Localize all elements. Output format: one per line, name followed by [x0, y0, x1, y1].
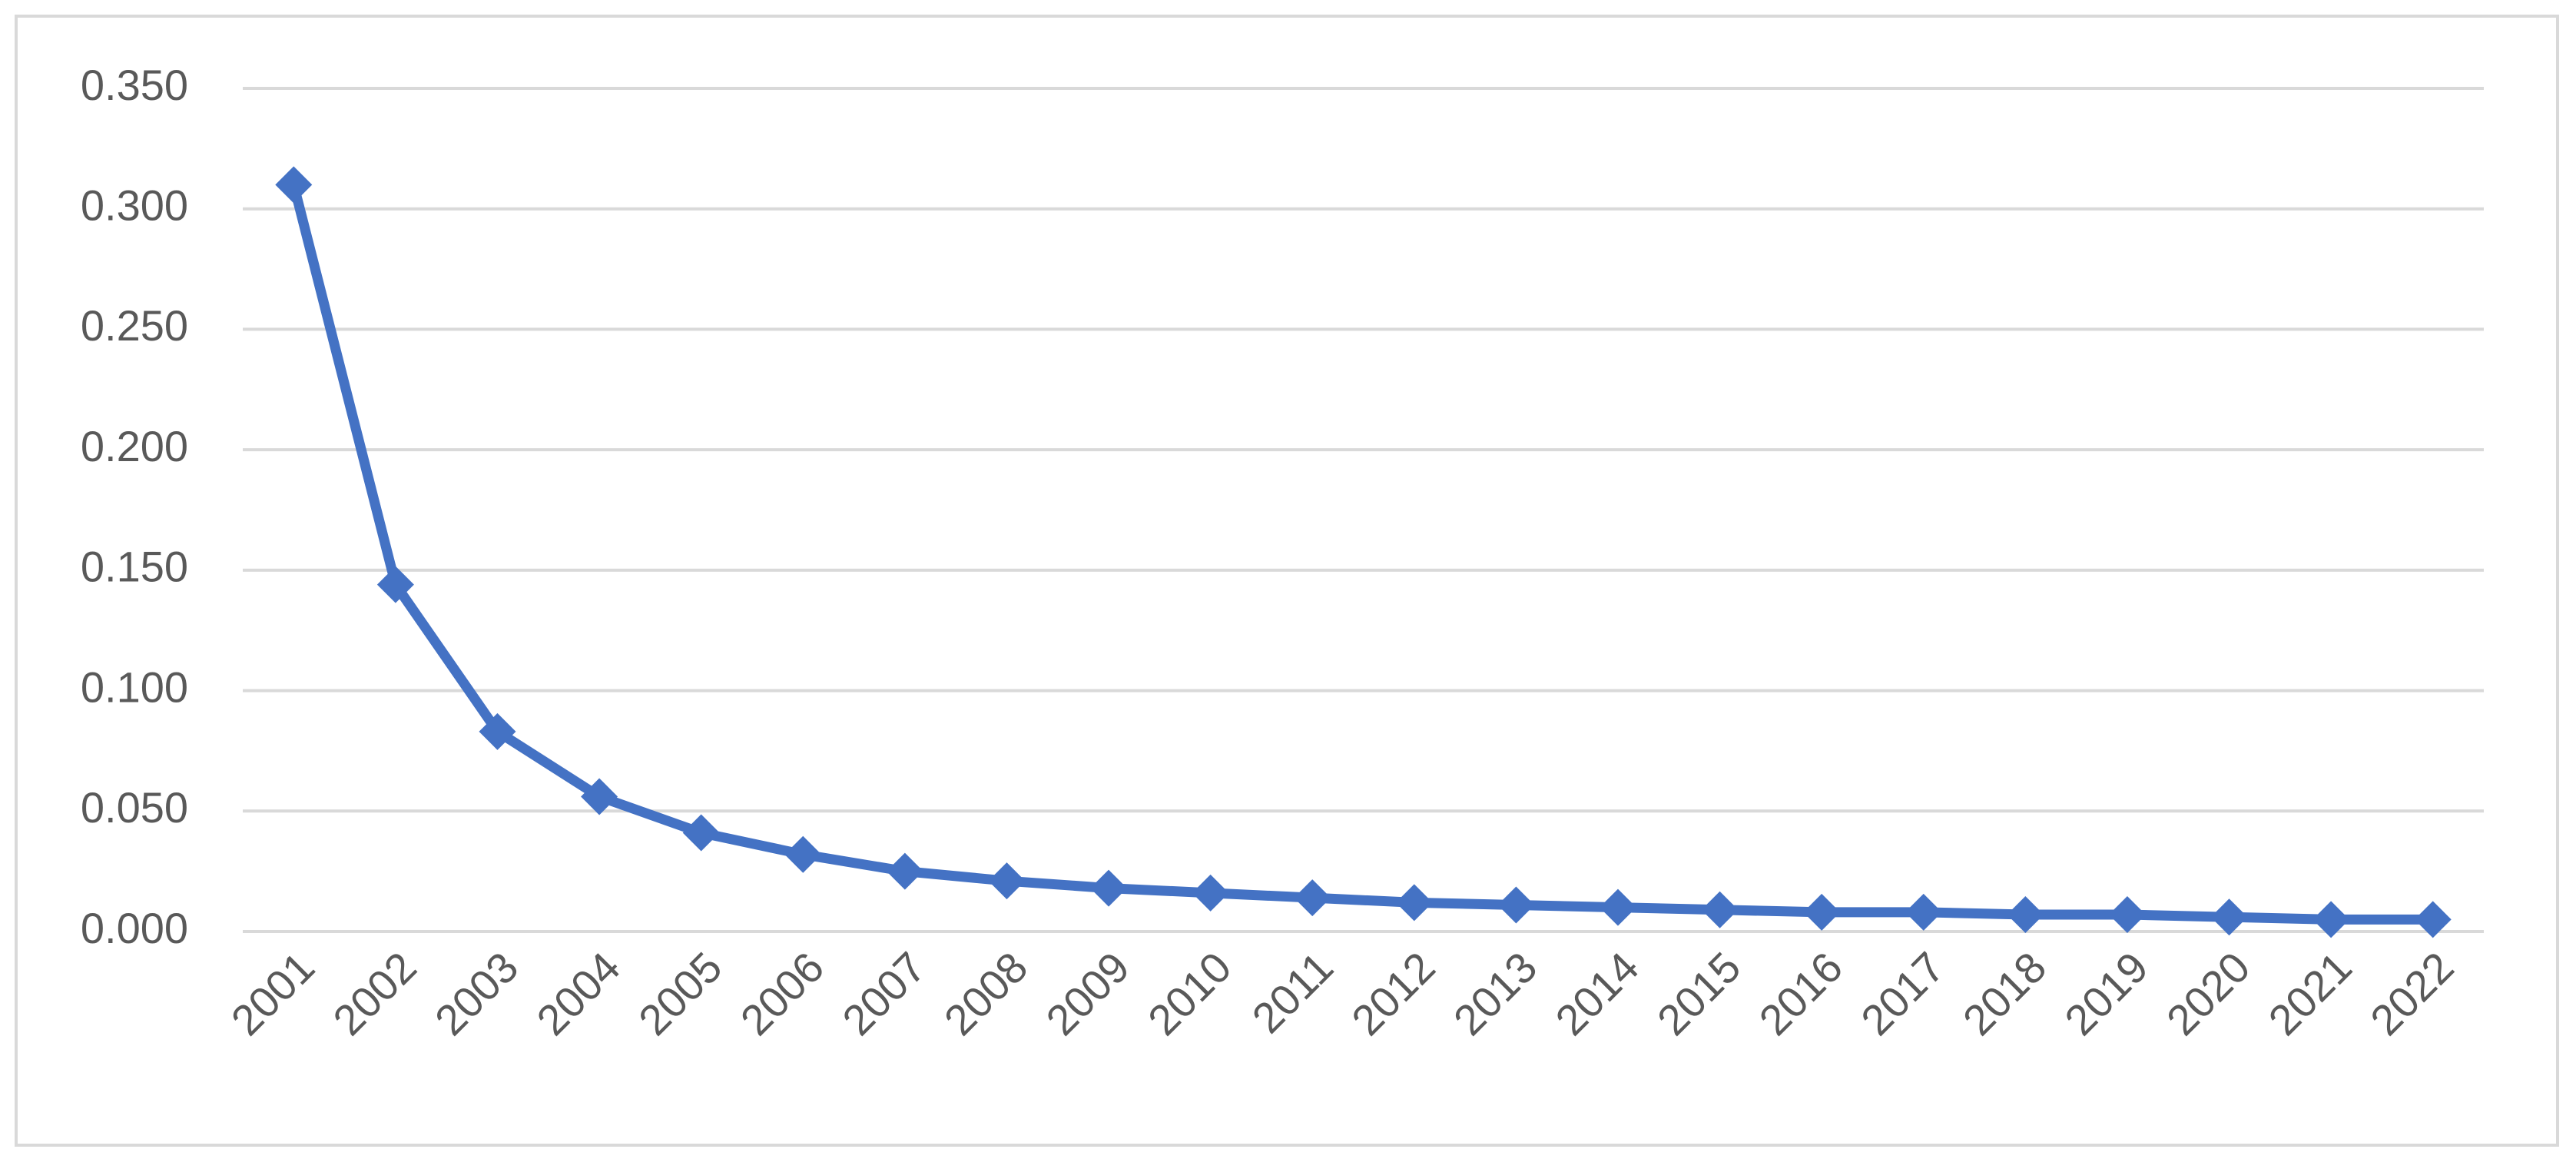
marker [581, 778, 618, 815]
marker [1294, 879, 1331, 917]
y-tick-label: 0.350 [81, 61, 188, 109]
marker [1701, 891, 1739, 928]
marker [886, 852, 923, 890]
marker [988, 862, 1026, 900]
marker [1905, 893, 1942, 931]
marker [1192, 874, 1229, 912]
series-line [288, 183, 2433, 925]
marker [2414, 901, 2452, 938]
marker [2312, 901, 2350, 938]
marker [2007, 896, 2044, 934]
y-tick-label: 0.050 [81, 783, 188, 832]
marker [1599, 888, 1636, 926]
y-tick-label: 0.250 [81, 301, 188, 350]
marker [479, 712, 516, 750]
marker [2108, 896, 2146, 934]
chart-border [15, 15, 2559, 1147]
marker [1497, 886, 1535, 924]
y-tick-label: 0.300 [81, 181, 188, 230]
y-tick-label: 0.100 [81, 663, 188, 711]
marker [2210, 898, 2248, 936]
marker [1395, 884, 1433, 922]
marker [1090, 869, 1128, 907]
y-tick-label: 0.150 [81, 543, 188, 591]
marker [1803, 893, 1841, 931]
marker [275, 166, 313, 204]
marker [784, 835, 822, 873]
y-tick-label: 0.000 [81, 904, 188, 952]
y-tick-label: 0.200 [81, 422, 188, 470]
marker [376, 566, 414, 603]
marker [682, 814, 720, 852]
